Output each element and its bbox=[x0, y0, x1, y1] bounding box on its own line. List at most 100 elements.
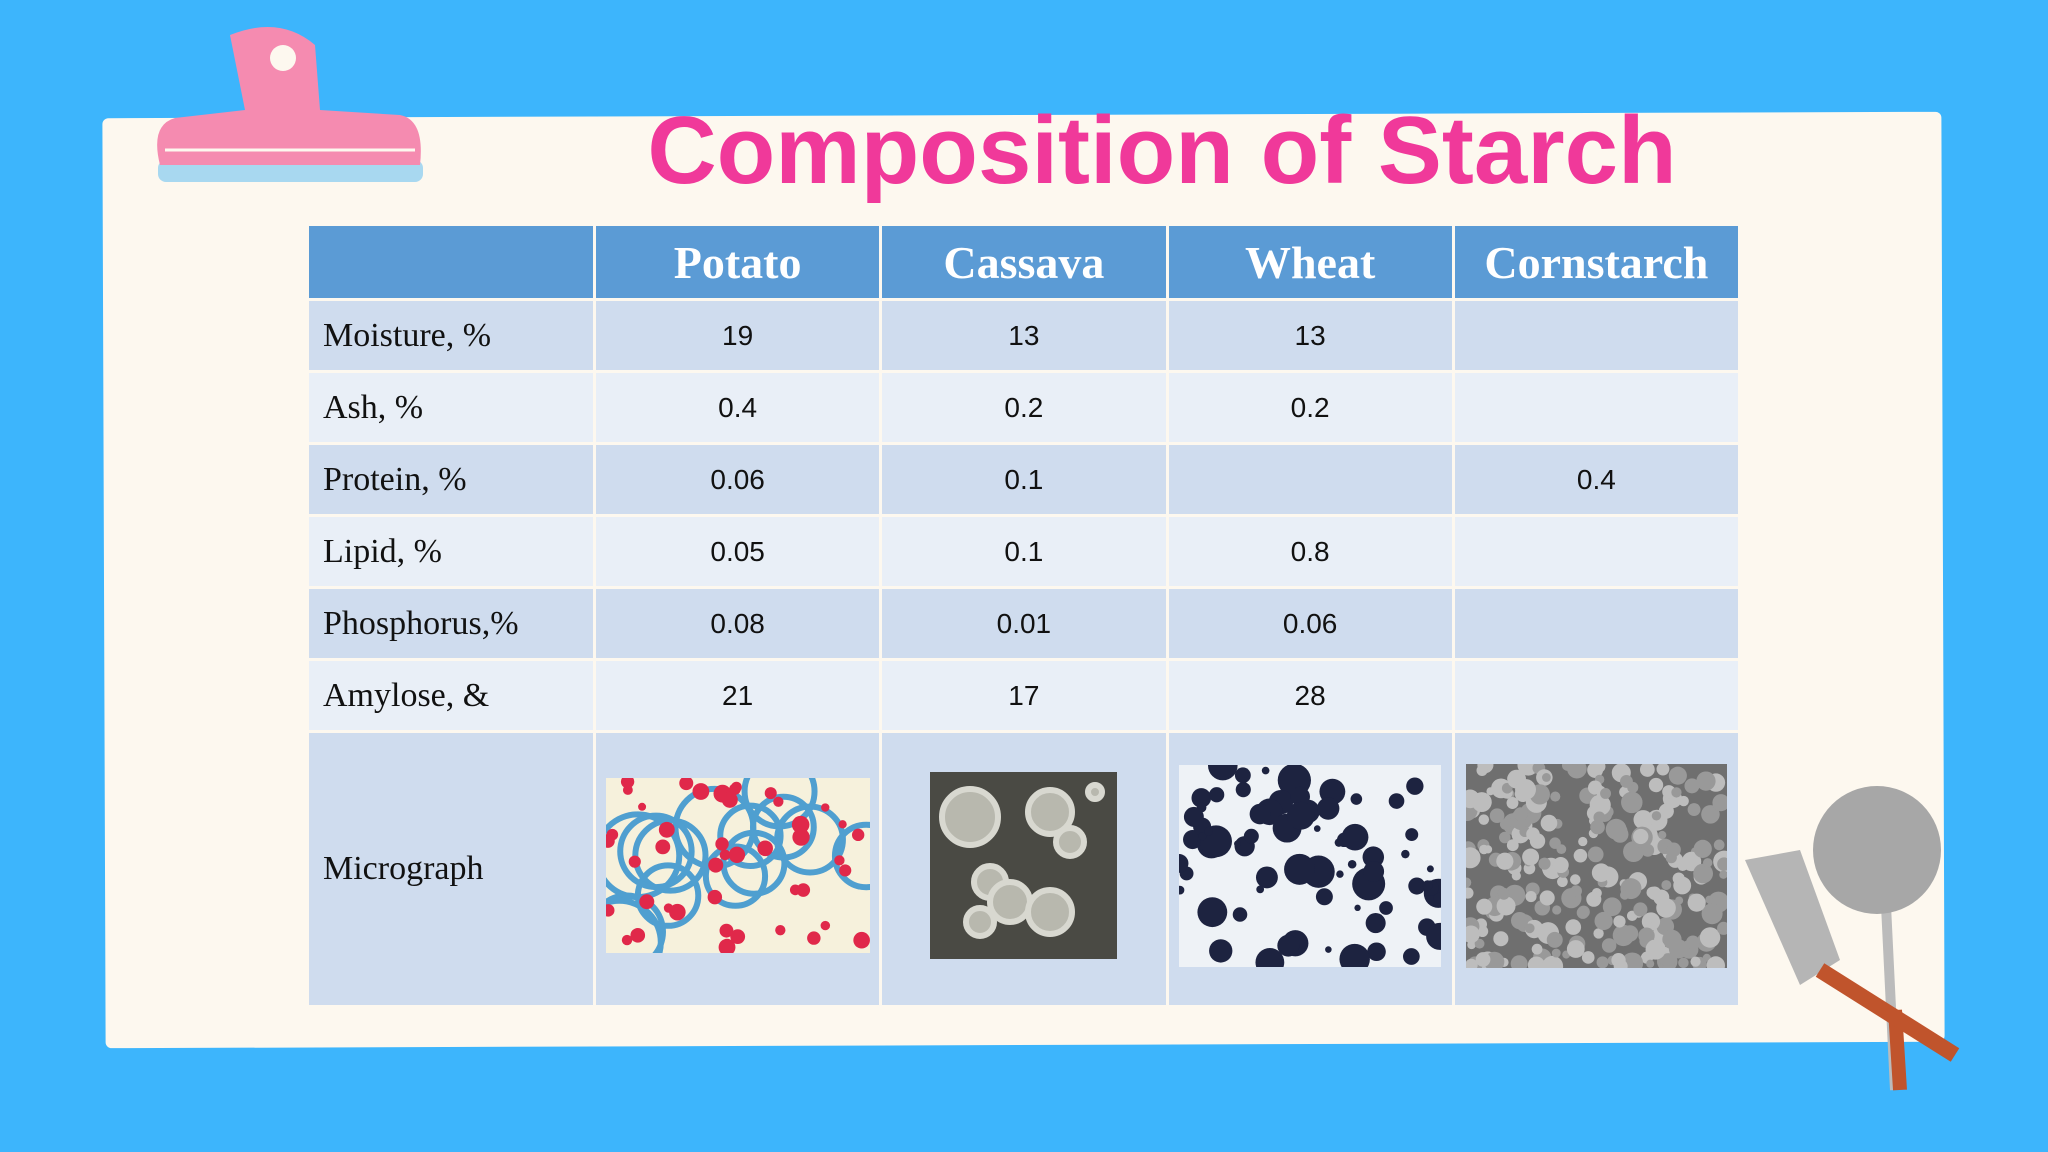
texture bbox=[1408, 877, 1426, 895]
texture bbox=[1462, 924, 1480, 943]
texture bbox=[1613, 932, 1622, 942]
texture bbox=[1592, 759, 1606, 773]
texture bbox=[1699, 926, 1721, 948]
value-cell bbox=[1451, 658, 1742, 733]
texture bbox=[772, 796, 784, 807]
texture bbox=[1025, 887, 1076, 937]
row-label: Moisture, % bbox=[306, 298, 596, 373]
texture bbox=[1651, 810, 1662, 821]
texture bbox=[1493, 930, 1509, 946]
texture bbox=[1566, 939, 1585, 958]
texture bbox=[1656, 762, 1670, 775]
micrograph-cell bbox=[1451, 730, 1742, 1008]
texture bbox=[616, 812, 695, 891]
texture bbox=[1483, 844, 1493, 853]
texture bbox=[1678, 795, 1689, 806]
texture bbox=[1658, 803, 1674, 819]
row-label: Ash, % bbox=[306, 370, 596, 445]
texture bbox=[1427, 864, 1435, 872]
micrograph-cell bbox=[879, 730, 1169, 1008]
texture bbox=[630, 928, 645, 943]
texture bbox=[1522, 848, 1539, 866]
texture bbox=[1673, 876, 1692, 894]
texture bbox=[1693, 839, 1712, 858]
texture bbox=[1632, 828, 1649, 844]
row-label: Amylose, & bbox=[306, 658, 596, 733]
texture bbox=[1550, 791, 1561, 802]
texture bbox=[1586, 891, 1602, 907]
texture bbox=[1593, 927, 1604, 939]
texture bbox=[1581, 950, 1595, 964]
value-cell: 0.4 bbox=[1451, 442, 1742, 517]
texture bbox=[718, 938, 736, 956]
composition-table: Potato Cassava Wheat Cornstarch Moisture, %… bbox=[306, 223, 1742, 1008]
texture bbox=[820, 803, 830, 812]
texture bbox=[707, 857, 723, 873]
row-label: Micrograph bbox=[306, 730, 596, 1008]
table-row: Ash, % 0.4 0.2 0.2 bbox=[306, 370, 1742, 445]
texture bbox=[1232, 906, 1248, 922]
texture bbox=[1674, 895, 1684, 905]
texture bbox=[1662, 955, 1675, 969]
texture bbox=[702, 843, 768, 909]
texture bbox=[838, 820, 847, 829]
texture bbox=[1646, 959, 1655, 968]
texture bbox=[721, 791, 738, 808]
texture bbox=[1511, 870, 1521, 881]
texture bbox=[728, 846, 745, 863]
texture bbox=[1499, 818, 1511, 830]
texture bbox=[1587, 780, 1603, 795]
texture bbox=[1474, 938, 1485, 949]
texture bbox=[1599, 787, 1611, 799]
texture bbox=[1690, 956, 1701, 967]
texture bbox=[1552, 904, 1562, 915]
texture bbox=[1661, 879, 1672, 890]
texture bbox=[1290, 786, 1311, 806]
row-label: Lipid, % bbox=[306, 514, 596, 589]
texture bbox=[1687, 802, 1701, 816]
texture bbox=[719, 923, 734, 938]
value-cell: 0.8 bbox=[1165, 514, 1455, 589]
texture bbox=[1594, 911, 1613, 930]
texture bbox=[1657, 830, 1667, 839]
header-row: Potato Cassava Wheat Cornstarch bbox=[306, 223, 1742, 301]
value-cell: 0.1 bbox=[879, 442, 1169, 517]
texture bbox=[1496, 852, 1514, 870]
texture bbox=[1317, 796, 1340, 820]
value-cell: 13 bbox=[1165, 298, 1455, 373]
texture bbox=[1589, 793, 1611, 816]
texture bbox=[668, 903, 686, 921]
texture bbox=[764, 787, 777, 800]
texture bbox=[1363, 860, 1385, 882]
texture bbox=[1713, 839, 1725, 850]
texture bbox=[1633, 901, 1648, 917]
texture bbox=[1605, 818, 1627, 840]
texture bbox=[1677, 860, 1688, 871]
value-cell: 28 bbox=[1165, 658, 1455, 733]
texture bbox=[637, 802, 646, 811]
texture bbox=[1556, 843, 1567, 854]
texture bbox=[1525, 890, 1537, 902]
texture bbox=[1684, 777, 1700, 793]
texture bbox=[1569, 873, 1581, 885]
texture bbox=[1514, 778, 1536, 800]
texture bbox=[774, 925, 786, 936]
kitchen-utensils bbox=[1745, 786, 1960, 1091]
texture bbox=[1209, 786, 1225, 802]
texture bbox=[1601, 937, 1617, 953]
texture bbox=[1693, 863, 1713, 883]
texture bbox=[1666, 841, 1681, 857]
table-row: Amylose, & 21 17 28 bbox=[306, 658, 1742, 733]
row-label: Phosphorus,% bbox=[306, 586, 596, 661]
value-cell: 0.08 bbox=[592, 586, 883, 661]
texture bbox=[838, 864, 851, 877]
texture bbox=[1476, 898, 1493, 915]
texture bbox=[1478, 813, 1489, 825]
texture bbox=[1524, 922, 1535, 933]
texture bbox=[1497, 887, 1510, 900]
value-cell: 13 bbox=[879, 298, 1169, 373]
texture bbox=[1570, 884, 1582, 897]
texture bbox=[1354, 904, 1361, 911]
texture bbox=[1619, 774, 1633, 788]
value-cell: 19 bbox=[592, 298, 883, 373]
